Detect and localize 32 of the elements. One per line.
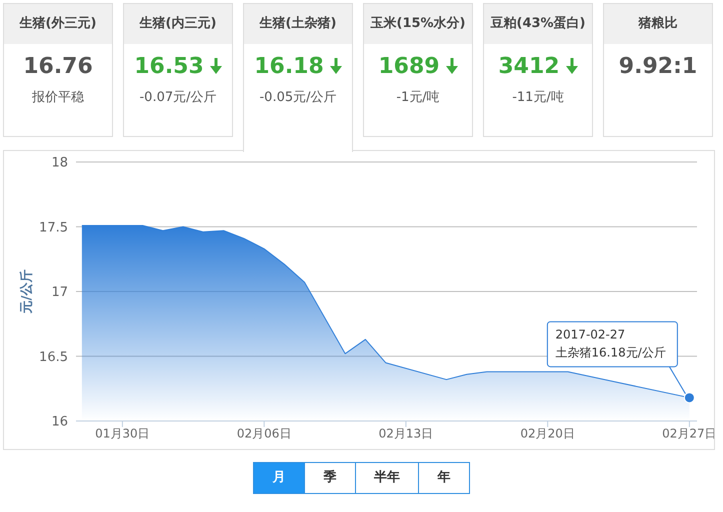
y-tick-label: 17.5 [39, 220, 68, 236]
text: 报价平稳 [31, 89, 85, 106]
x-tick-label: 02月06日 [236, 426, 292, 441]
y-tick-label: 18 [51, 156, 68, 171]
category-label: 玉米(15%水分) [364, 4, 472, 44]
text: 年 [418, 462, 470, 494]
x-tick-label: 02月20日 [520, 426, 575, 441]
y-tick-label: 16.5 [39, 350, 68, 365]
text: 16.53 [134, 54, 204, 79]
category-label: 豆粕(43%蛋白) [484, 4, 592, 44]
text: 9.92:1 [618, 54, 698, 79]
text: 16.76 [23, 54, 93, 79]
text: -0.07元/公斤 [138, 89, 218, 106]
y-tick-label: 16 [51, 414, 68, 430]
text: -1元/吨 [395, 89, 441, 106]
category-label: 生猪(内三元) [124, 4, 232, 44]
x-tick-label: 01月30日 [95, 426, 150, 441]
text: -11元/吨 [511, 89, 565, 106]
text: 1689 [378, 54, 440, 79]
text: 3412 [498, 54, 560, 79]
category-label: 生猪(外三元) [4, 4, 112, 44]
annotation: 2017-02-27 土杂猪16.18元/公斤 [555, 328, 666, 360]
text: 季 [304, 462, 356, 494]
text: 月 [253, 462, 305, 494]
y-axis-title: 元/公斤 [18, 270, 35, 314]
text: 半年 [355, 462, 419, 494]
category-label: 生猪(土杂猪) [244, 4, 352, 44]
category-label: 猪粮比 [604, 4, 712, 44]
text: -0.05元/公斤 [258, 89, 338, 106]
x-tick-label: 02月13日 [378, 426, 434, 441]
y-tick-label: 17 [51, 285, 68, 300]
text: 16.18 [254, 54, 324, 79]
